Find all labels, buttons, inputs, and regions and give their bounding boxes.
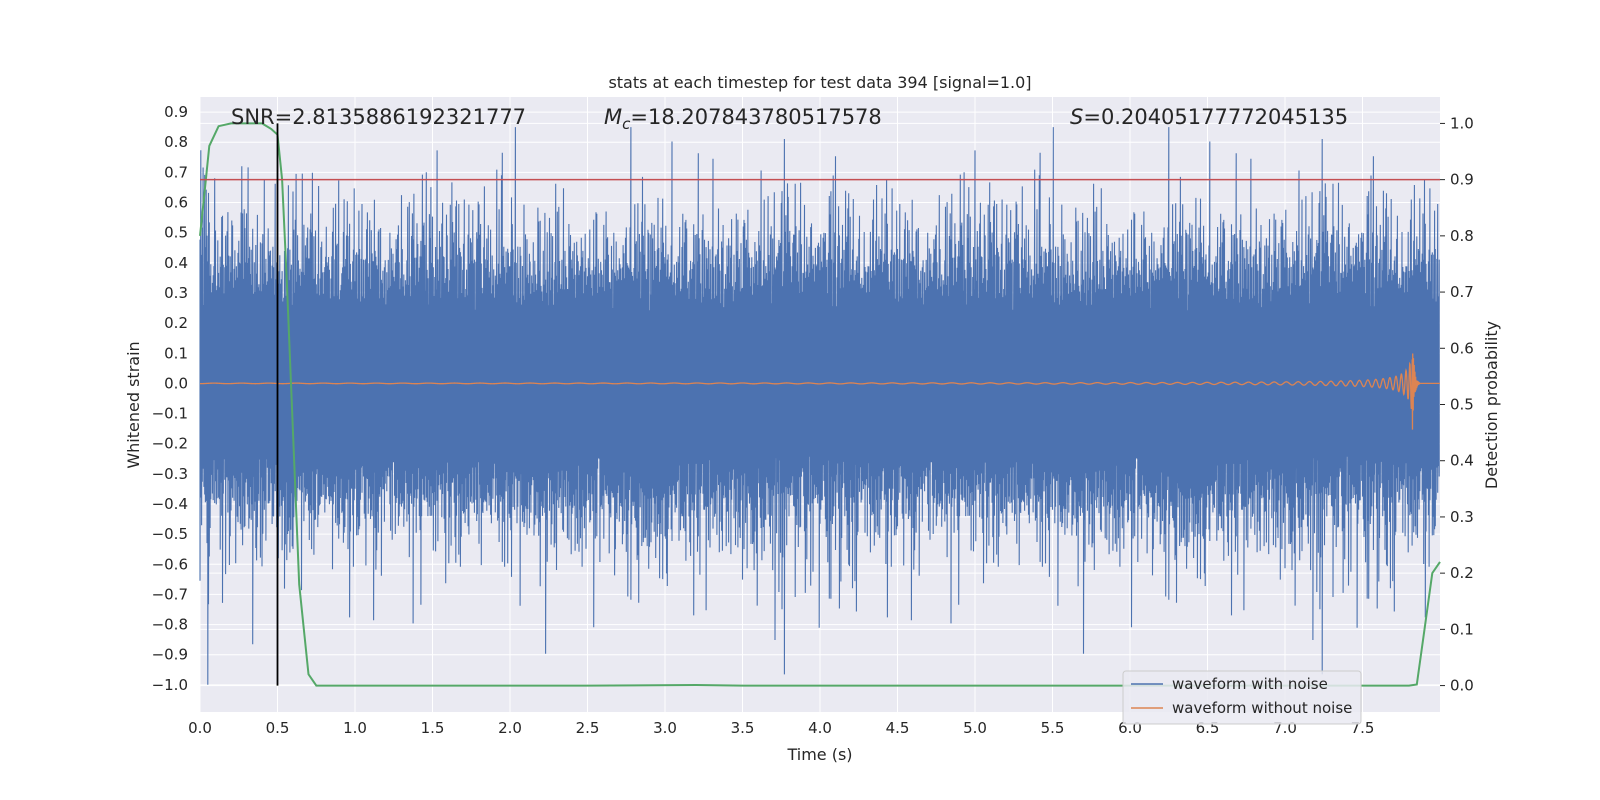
x-tick-label: 5.5: [1041, 719, 1065, 737]
y2-tick-label: 0.5: [1450, 396, 1474, 414]
legend: waveform with noise waveform without noi…: [1122, 670, 1362, 725]
x-tick-label: 4.0: [808, 719, 832, 737]
chirp-mass-symbol: M: [604, 105, 622, 129]
x-tick-label: 0.5: [266, 719, 290, 737]
y-tick-label: −0.2: [152, 435, 188, 453]
y-tick-label: −0.7: [152, 585, 188, 603]
y-tick-label: −0.4: [152, 495, 188, 513]
series-waveform-without-noise: [200, 353, 1440, 430]
series-waveform-with-noise: [199, 127, 1440, 685]
score-symbol: S: [1070, 105, 1083, 129]
y2-tick-label: 0.1: [1450, 620, 1474, 638]
chirp-mass-annotation: Mc=18.207843780517578: [604, 105, 882, 133]
y-tick-label: 0.8: [164, 133, 188, 151]
y2-axis-label: Detection probability: [1482, 321, 1501, 489]
y-tick-label: 0.3: [164, 284, 188, 302]
x-tick-label: 4.5: [886, 719, 910, 737]
chart-title: stats at each timestep for test data 394…: [608, 73, 1031, 92]
y-tick-label: −0.9: [152, 646, 188, 664]
y2-tick-label: 0.8: [1450, 227, 1474, 245]
y-tick-label: −0.6: [152, 555, 188, 573]
chirp-mass-subscript: c: [622, 115, 631, 133]
x-tick-label: 2.0: [498, 719, 522, 737]
y2-tick-label: 0.0: [1450, 677, 1474, 695]
x-axis-label: Time (s): [786, 745, 852, 764]
y-tick-label: −0.1: [152, 405, 188, 423]
y-tick-label: −0.5: [152, 525, 188, 543]
y-tick-label: 0.7: [164, 163, 188, 181]
y-tick-label: 0.4: [164, 254, 188, 272]
chirp-mass-value: =18.207843780517578: [630, 105, 881, 129]
y2-tick-label: 0.7: [1450, 283, 1474, 301]
x-tick-label: 5.0: [963, 719, 987, 737]
legend-label-noise: waveform with noise: [1172, 675, 1328, 693]
snr-annotation: SNR=2.8135886192321777: [231, 105, 526, 129]
legend-label-clean: waveform without noise: [1172, 699, 1352, 717]
y-tick-label: 0.2: [164, 314, 188, 332]
y-axis-label: Whitened strain: [124, 341, 143, 468]
x-tick-label: 0.0: [188, 719, 212, 737]
probability-line: [199, 122, 1441, 687]
y2-tick-label: 0.6: [1450, 339, 1474, 357]
y-tick-label: 0.9: [164, 103, 188, 121]
axes: 0.0 0.5 1.0 1.5 2.0 2.5 3.0 3.5 4.0 4.5 5.0 5.5 6.0 6…: [152, 103, 1474, 737]
x-tick-label: 2.5: [576, 719, 600, 737]
y2-tick-label: 0.3: [1450, 508, 1474, 526]
noise-waveform-line: [199, 127, 1440, 685]
y-tick-label: 0.0: [164, 374, 188, 392]
x-tick-label: 3.5: [731, 719, 755, 737]
x-tick-label: 1.5: [421, 719, 445, 737]
legend-box: [1122, 670, 1362, 725]
score-annotation: S=0.20405177772045135: [1070, 105, 1348, 129]
clean-waveform-line: [200, 353, 1440, 430]
y-tick-label: −1.0: [152, 676, 188, 694]
x-tick-label: 3.0: [653, 719, 677, 737]
y2-tick-label: 0.4: [1450, 452, 1474, 470]
y2-tick-label: 0.9: [1450, 171, 1474, 189]
y-tick-label: −0.3: [152, 465, 188, 483]
y-tick-label: 0.1: [164, 344, 188, 362]
score-value: =0.20405177772045135: [1083, 105, 1348, 129]
y-tick-label: 0.5: [164, 224, 188, 242]
x-tick-label: 1.0: [343, 719, 367, 737]
y-tick-label: 0.6: [164, 194, 188, 212]
y2-tick-label: 1.0: [1450, 114, 1474, 132]
y-tick-label: −0.8: [152, 616, 188, 634]
y2-tick-label: 0.2: [1450, 564, 1474, 582]
series-detection-probability: [199, 122, 1441, 687]
